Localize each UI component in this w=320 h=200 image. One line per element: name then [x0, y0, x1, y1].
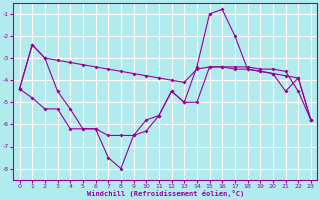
X-axis label: Windchill (Refroidissement éolien,°C): Windchill (Refroidissement éolien,°C) — [87, 190, 244, 197]
